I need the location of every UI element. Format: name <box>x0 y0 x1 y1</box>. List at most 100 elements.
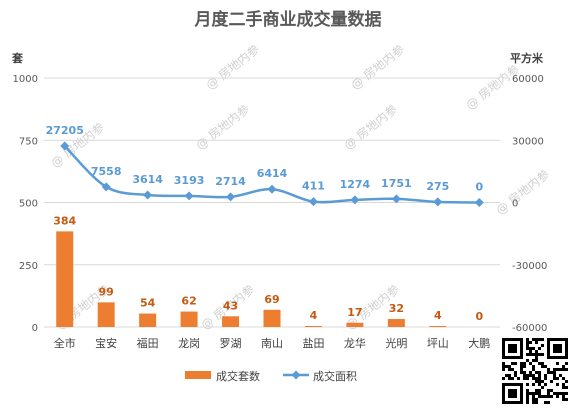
y-left-axis-label: 套 <box>12 51 24 65</box>
qr-module <box>541 365 544 368</box>
y-left-ticks: 0 250 500 750 1000 <box>13 74 38 334</box>
qr-module <box>544 365 547 368</box>
bar-data-label: 0 <box>475 310 483 323</box>
line-data-label: 411 <box>302 180 325 193</box>
line-data-label: 3614 <box>132 173 163 186</box>
bar-data-label: 99 <box>99 285 114 298</box>
qr-module <box>523 374 526 377</box>
qr-module <box>535 353 538 356</box>
line-marker <box>433 197 443 207</box>
qr-module <box>535 401 538 404</box>
qr-module <box>505 365 508 368</box>
qr-module <box>547 371 550 374</box>
qr-module <box>541 386 544 389</box>
qr-module <box>526 395 529 398</box>
qr-module <box>538 377 541 380</box>
qr-module <box>532 359 535 362</box>
legend: 成交套数 成交面积 <box>185 369 357 383</box>
qr-module <box>556 377 559 380</box>
qr-module <box>520 368 523 371</box>
qr-module <box>505 374 508 377</box>
qr-module <box>526 401 529 404</box>
qr-module <box>502 377 505 380</box>
legend-line-marker <box>291 370 301 380</box>
qr-module <box>511 368 514 371</box>
qr-module <box>526 398 529 401</box>
bar-data-label: 62 <box>181 295 196 308</box>
qr-module <box>559 392 562 395</box>
qr-module <box>565 368 568 371</box>
x-category-label: 福田 <box>137 336 159 350</box>
x-category-label: 龙华 <box>344 336 366 350</box>
qr-module <box>517 377 520 380</box>
qr-module <box>529 371 532 374</box>
qr-module <box>526 392 529 395</box>
bar-series <box>56 231 447 327</box>
y-right-tick-label: -30000 <box>512 261 547 272</box>
line-data-label: 7558 <box>91 165 122 178</box>
qr-module <box>526 374 529 377</box>
qr-module <box>529 374 532 377</box>
bar-data-label: 54 <box>140 297 156 310</box>
line-data-labels: 27205 7558 3614 3193 2714 6414 411 1274 1751 275 0 <box>46 124 484 193</box>
qr-module <box>547 392 550 395</box>
watermark-text: @ 房地内参 <box>341 101 401 152</box>
qr-module <box>526 383 529 386</box>
x-category-label: 罗湖 <box>220 337 242 350</box>
y-left-tick-label: 500 <box>19 199 38 210</box>
qr-module <box>532 374 535 377</box>
qr-module <box>520 362 523 365</box>
qr-module <box>544 374 547 377</box>
x-category-label: 光明 <box>385 336 407 350</box>
legend-bar-label: 成交套数 <box>216 369 260 383</box>
qr-module <box>511 362 514 365</box>
qr-module <box>538 374 541 377</box>
qr-module <box>562 383 565 386</box>
line-data-label: 0 <box>475 181 483 194</box>
qr-module <box>559 374 562 377</box>
qr-module <box>547 401 550 404</box>
y-right-tick-label: 0 <box>512 199 518 210</box>
qr-module <box>529 341 532 344</box>
qr-module <box>562 365 565 368</box>
bar <box>346 322 364 327</box>
line-marker <box>101 182 111 192</box>
bar <box>304 326 322 327</box>
line-marker <box>474 198 484 207</box>
qr-module <box>544 395 547 398</box>
qr-module <box>544 383 547 386</box>
qr-module <box>508 374 511 377</box>
line-data-label: 3193 <box>174 174 205 187</box>
qr-module <box>550 380 553 383</box>
legend-line-label: 成交面积 <box>313 369 357 383</box>
line-data-label: 27205 <box>46 124 84 137</box>
qr-module <box>526 341 529 344</box>
chart-title: 月度二手商业成交量数据 <box>194 9 382 30</box>
qr-module <box>553 377 556 380</box>
qr-module <box>535 389 538 392</box>
qr-module <box>541 338 544 341</box>
qr-module <box>535 350 538 353</box>
qr-module <box>538 383 541 386</box>
watermark-text: @ 房地内参 <box>193 101 253 152</box>
qr-module <box>550 389 553 392</box>
qr-finder <box>508 344 517 353</box>
qr-module <box>562 386 565 389</box>
x-axis-categories: 全市 宝安 福田 龙岗 罗湖 南山 盐田 龙华 光明 坪山 大鹏 <box>54 336 491 350</box>
qr-module <box>565 398 568 401</box>
qr-module <box>556 362 559 365</box>
qr-module <box>544 377 547 380</box>
qr-module <box>565 362 568 365</box>
qr-module <box>523 365 526 368</box>
qr-module <box>556 368 559 371</box>
bar-data-label: 69 <box>264 293 279 306</box>
qr-module <box>529 392 532 395</box>
qr-module <box>520 365 523 368</box>
qr-module <box>502 365 505 368</box>
qr-module <box>526 389 529 392</box>
qr-module <box>535 371 538 374</box>
qr-module <box>535 377 538 380</box>
qr-module <box>556 392 559 395</box>
qr-module <box>529 350 532 353</box>
qr-module <box>553 392 556 395</box>
